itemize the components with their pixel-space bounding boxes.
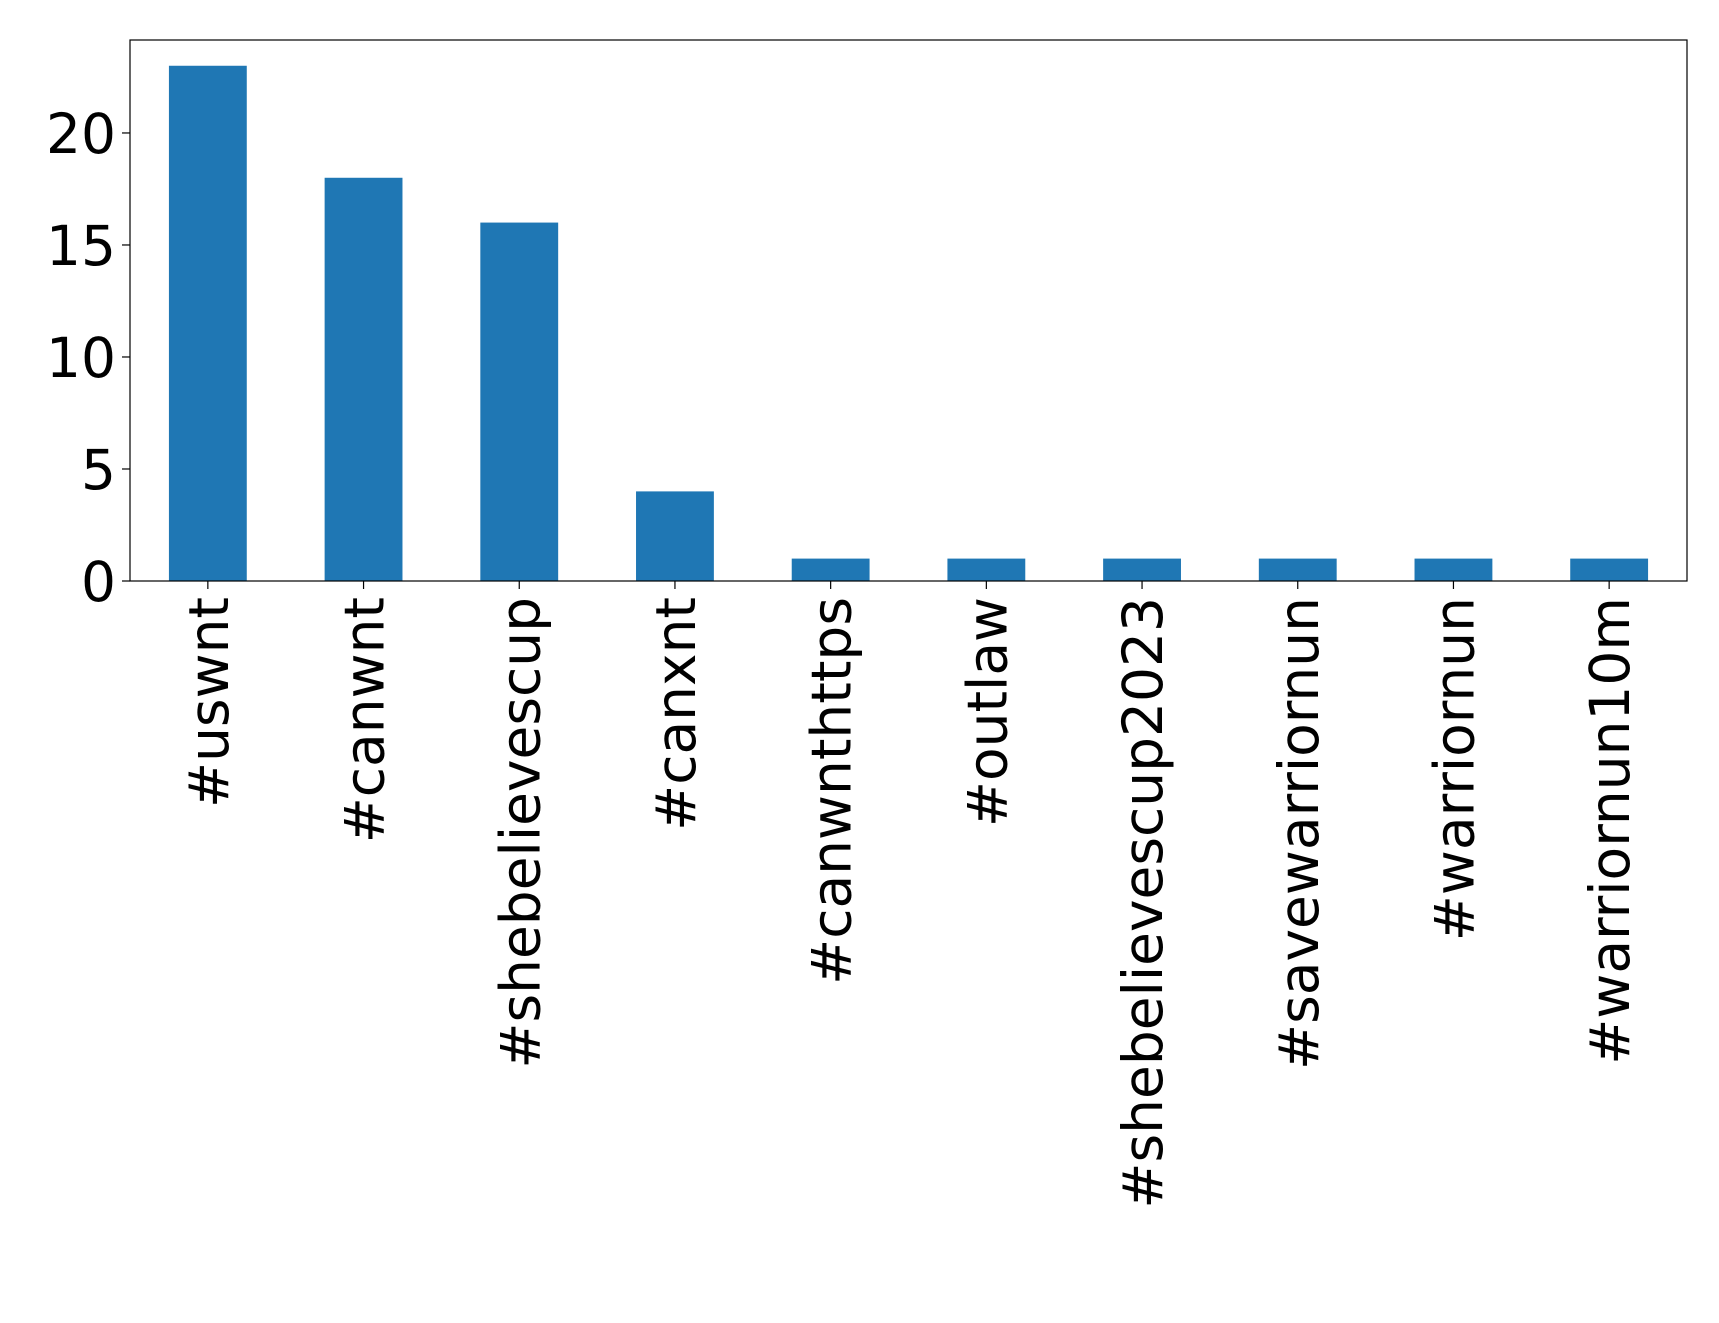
- x-tick-label: #savewarriornun: [1267, 597, 1331, 1070]
- y-tick-label: 15: [46, 214, 116, 278]
- bar: [1570, 558, 1649, 581]
- bar: [1258, 558, 1337, 581]
- x-tick-label: #uswnt: [177, 597, 241, 808]
- bar: [168, 65, 247, 581]
- bar: [324, 177, 403, 581]
- plot-frame: [129, 39, 1688, 582]
- y-tick-label: 5: [81, 438, 116, 502]
- y-tick-label: 20: [46, 102, 116, 166]
- y-tick-label: 10: [46, 326, 116, 390]
- x-tick-label: #outlaw: [955, 597, 1019, 827]
- bar: [947, 558, 1026, 581]
- bar: [791, 558, 870, 581]
- x-tick-label: #shebelievescup2023: [1111, 597, 1175, 1209]
- bar: [1103, 558, 1181, 581]
- x-tick-label: #canwnthttps: [800, 597, 864, 985]
- y-tick-label: 0: [81, 550, 116, 614]
- x-tick-label: #canwnt: [333, 597, 397, 843]
- bar: [1414, 558, 1493, 581]
- x-tick-label: #warriornun: [1422, 597, 1486, 941]
- bar: [480, 222, 559, 582]
- x-tick-label: #shebelievescup: [488, 597, 552, 1069]
- bar: [636, 491, 714, 581]
- x-tick-label: #warriornun10m: [1578, 597, 1642, 1065]
- x-tick-label: #canxnt: [644, 597, 708, 831]
